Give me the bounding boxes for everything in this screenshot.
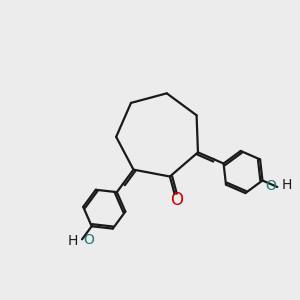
Text: H: H (281, 178, 292, 192)
Text: O: O (170, 191, 183, 209)
Text: O: O (83, 233, 94, 247)
Text: O: O (265, 179, 276, 193)
Text: H: H (68, 234, 78, 248)
